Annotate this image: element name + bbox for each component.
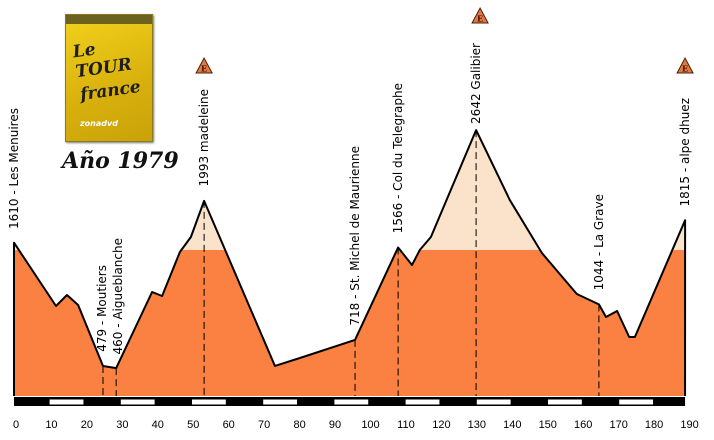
x-tick-label: 80	[293, 419, 305, 431]
x-tick-label: 150	[539, 419, 557, 431]
km-scale-segment	[619, 399, 654, 405]
profile-area	[14, 249, 686, 396]
x-tick-label: 130	[468, 419, 486, 431]
climb-category-marker-icon	[195, 56, 213, 74]
waypoint-label: 1566 - Col du Telegraphe	[391, 83, 406, 234]
x-tick-label: 100	[361, 419, 379, 431]
x-tick-label: 120	[432, 419, 450, 431]
x-tick-label: 60	[223, 419, 235, 431]
tour-de-france-dvd-cover: Le TOUR france zonadvd	[65, 14, 153, 142]
waypoint-label: 1993 madeleine	[197, 89, 212, 187]
x-tick-label: 70	[258, 419, 270, 431]
x-tick-label: 170	[609, 419, 627, 431]
km-scale-segment	[120, 399, 155, 405]
km-scale-segment	[192, 399, 226, 405]
climb-category-marker-icon	[676, 56, 694, 74]
climb-category-letter: E	[201, 64, 207, 74]
x-tick-label: 10	[45, 419, 57, 431]
km-scale-segment	[405, 399, 440, 405]
km-scale-segment	[548, 399, 582, 405]
x-tick-label: 110	[397, 419, 415, 431]
waypoint-label: 1815 - alpe dhuez	[678, 97, 693, 207]
waypoint-label: 718 - St. Michel de Maurienne	[348, 146, 363, 326]
cover-site: zonadvd	[80, 119, 118, 128]
waypoint-label: 460 - Aigueblanche	[111, 237, 126, 355]
x-tick-label: 20	[81, 419, 93, 431]
km-scale-segment	[263, 399, 298, 405]
waypoint-label: 479 - Moutiers	[95, 265, 109, 352]
waypoint-label: 1044 - La Grave	[591, 193, 606, 291]
climb-category-letter: E	[477, 14, 483, 24]
x-tick-label: 180	[645, 419, 663, 431]
year-title: Año 1979	[62, 148, 179, 174]
x-tick-label: 90	[329, 419, 341, 431]
km-scale-segment	[49, 399, 84, 405]
x-tick-label: 40	[152, 419, 164, 431]
x-tick-label: 140	[503, 419, 521, 431]
x-tick-label: 190	[680, 419, 698, 431]
km-scale-segment	[334, 399, 369, 405]
waypoint-label: 1610 - Les Menuires	[7, 107, 21, 229]
x-tick-label: 50	[187, 419, 199, 431]
profile-outline	[13, 129, 687, 397]
km-scale-segment	[476, 399, 511, 405]
climb-category-letter: E	[682, 64, 688, 74]
climb-category-marker-icon	[471, 6, 489, 24]
cover-band	[66, 15, 152, 24]
x-tick-label: 0	[13, 419, 19, 431]
x-tick-label: 30	[116, 419, 128, 431]
x-tick-label: 160	[574, 419, 592, 431]
waypoint-label: 2642 Galibier	[469, 43, 484, 125]
